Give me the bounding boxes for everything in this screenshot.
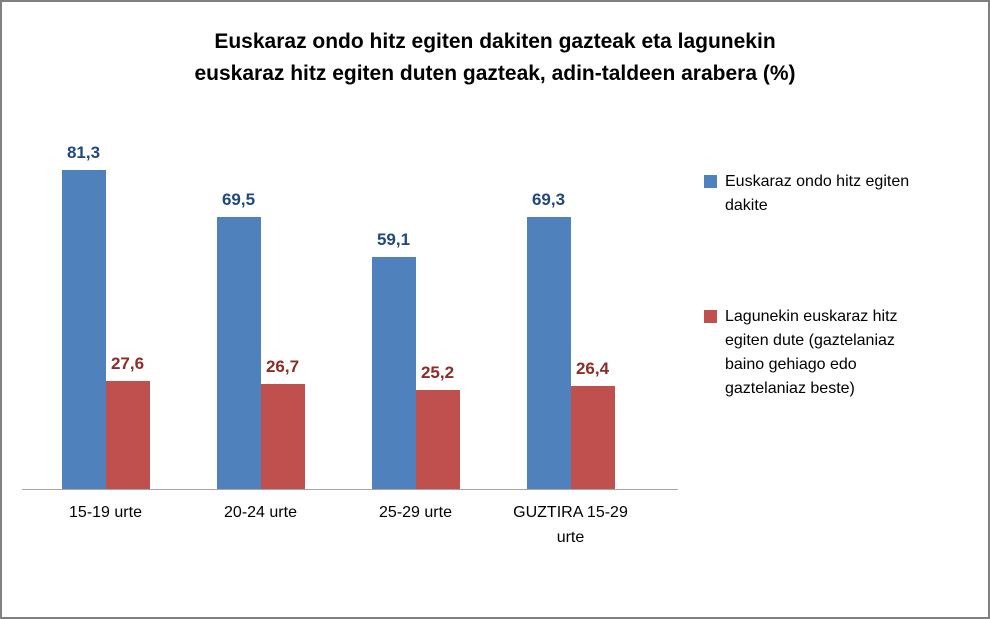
data-label-series1: 59,1 bbox=[376, 230, 411, 249]
bar-series1 bbox=[216, 217, 261, 489]
data-label-series1: 69,3 bbox=[531, 190, 566, 209]
data-label-series1: 69,5 bbox=[221, 190, 256, 209]
x-axis-category-label: 20-24 urte bbox=[224, 504, 297, 521]
bar-unit-series1: 69,5 bbox=[216, 190, 261, 489]
data-label-series2: 26,4 bbox=[575, 359, 610, 378]
bar-series2 bbox=[415, 390, 460, 489]
legend-label-series1: Euskaraz ondo hitz egiten dakite bbox=[725, 173, 910, 214]
legend-item-series2: Lagunekin euskaraz hitz egiten dute (gaz… bbox=[704, 305, 922, 401]
bar-unit-series1: 59,1 bbox=[371, 230, 416, 489]
bar-unit-series2: 27,6 bbox=[105, 354, 150, 489]
data-label-series2: 25,2 bbox=[420, 363, 455, 382]
bar-series2 bbox=[570, 386, 615, 489]
data-label-series2: 27,6 bbox=[110, 354, 145, 373]
bar-group: 69,3 26,4 bbox=[493, 102, 648, 489]
data-label-series1: 81,3 bbox=[66, 143, 101, 162]
legend-marker-red-icon bbox=[704, 310, 717, 323]
bar-series2 bbox=[260, 384, 305, 489]
x-axis-labels: 15-19 urte 20-24 urte 25-29 urte GUZTIRA 15… bbox=[28, 501, 648, 551]
legend: Euskaraz ondo hitz egiten dakite Lagunek… bbox=[704, 170, 922, 401]
x-axis-category-label: 15-19 urte bbox=[69, 504, 142, 521]
chart-title: Euskaraz ondo hitz egiten dakiten gaztea… bbox=[2, 26, 988, 89]
bar-unit-series2: 25,2 bbox=[415, 363, 460, 489]
plot-area: 81,3 27,6 69,5 26,7 59,1 25,2 69,3 26,4 bbox=[28, 102, 648, 489]
bar-unit-series1: 81,3 bbox=[61, 143, 106, 489]
bar-series2 bbox=[105, 381, 150, 489]
x-axis-line bbox=[22, 489, 678, 490]
legend-item-series1: Euskaraz ondo hitz egiten dakite bbox=[704, 170, 922, 218]
bar-group: 69,5 26,7 bbox=[183, 102, 338, 489]
chart-title-line1: Euskaraz ondo hitz egiten dakiten gaztea… bbox=[214, 30, 776, 53]
bar-unit-series2: 26,7 bbox=[260, 357, 305, 489]
data-label-series2: 26,7 bbox=[265, 357, 300, 376]
bar-group: 59,1 25,2 bbox=[338, 102, 493, 489]
bar-group: 81,3 27,6 bbox=[28, 102, 183, 489]
bar-series1 bbox=[371, 257, 416, 489]
x-axis-category-label: GUZTIRA 15-29 urte bbox=[513, 504, 628, 546]
bar-series1 bbox=[61, 170, 106, 489]
chart-title-line2: euskaraz hitz egiten duten gazteak, adin… bbox=[194, 61, 796, 85]
bar-unit-series1: 69,3 bbox=[526, 190, 571, 489]
legend-label-series2: Lagunekin euskaraz hitz egiten dute (gaz… bbox=[725, 308, 898, 397]
x-axis-category-label: 25-29 urte bbox=[379, 504, 452, 521]
bar-series1 bbox=[526, 217, 571, 489]
bar-unit-series2: 26,4 bbox=[570, 359, 615, 489]
legend-marker-blue-icon bbox=[704, 175, 717, 188]
